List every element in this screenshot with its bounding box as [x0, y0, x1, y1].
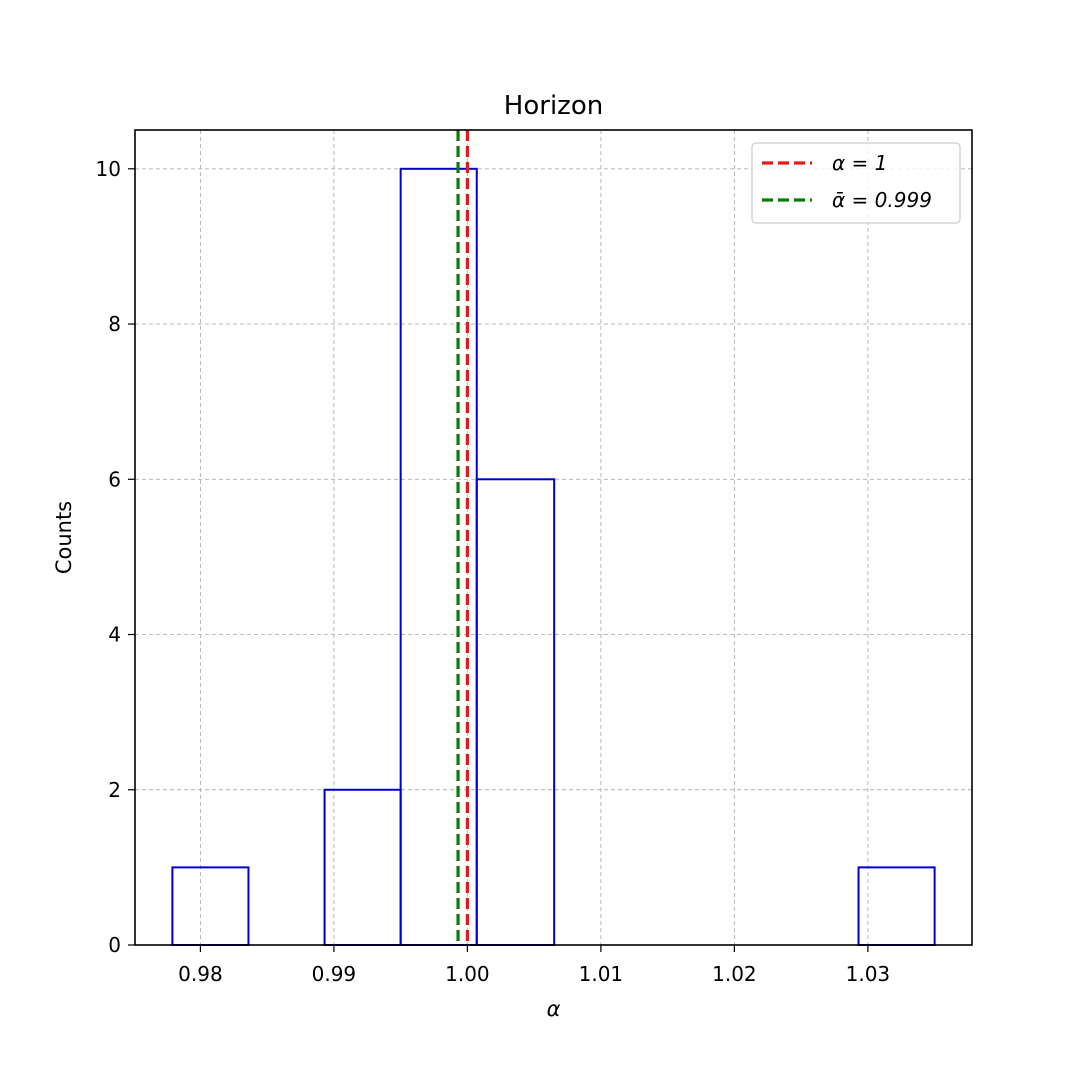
- x-tick-label: 1.00: [445, 962, 490, 986]
- y-tick-label: 0: [108, 933, 121, 957]
- x-axis-label: α: [547, 997, 561, 1021]
- y-axis-label: Counts: [52, 501, 76, 574]
- x-tick-label: 1.03: [846, 962, 891, 986]
- y-tick-label: 6: [108, 467, 121, 491]
- y-tick-label: 2: [108, 778, 121, 802]
- x-tick-label: 0.99: [312, 962, 357, 986]
- axes-frame: [134, 129, 973, 946]
- x-tick-label: 0.98: [178, 962, 223, 986]
- legend-label: ᾱ = 0.999: [832, 188, 932, 212]
- y-tick-label: 4: [108, 623, 121, 647]
- x-tick-label: 1.01: [579, 962, 624, 986]
- legend: α = 1 ᾱ = 0.999: [751, 142, 961, 224]
- chart-title: Horizon: [504, 91, 603, 121]
- reference-lines: [456, 130, 469, 945]
- ticks: 0.98 0.99 1.00 1.01 1.02 1.03 0 2 4 6 8 10: [96, 157, 891, 986]
- legend-label: α = 1: [832, 151, 887, 175]
- x-tick-label: 1.02: [712, 962, 757, 986]
- y-tick-label: 10: [96, 157, 121, 181]
- y-tick-label: 8: [108, 312, 121, 336]
